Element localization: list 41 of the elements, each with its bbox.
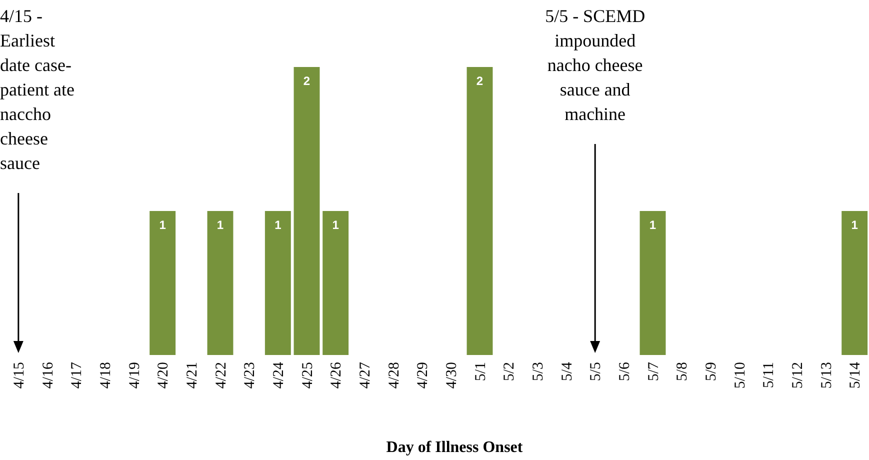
- x-tick-label: 5/7: [646, 362, 662, 382]
- ref-line-label: 5/5 - SCEMD impounded nacho cheese sauce and machine: [545, 6, 646, 124]
- x-tick-label: 4/27: [357, 362, 374, 389]
- x-tick-label: 4/21: [184, 362, 200, 389]
- x-tick-label: 4/23: [242, 362, 258, 389]
- x-tick-label: 4/28: [386, 362, 402, 389]
- x-tick-label: 5/12: [790, 362, 806, 389]
- x-axis-title: Day of Illness Onset: [386, 439, 524, 456]
- x-tick-label: 4/30: [444, 362, 460, 389]
- x-tick-label: 5/1: [472, 362, 489, 382]
- x-tick-label: 4/24: [270, 362, 287, 389]
- x-tick-label: 5/14: [848, 362, 864, 389]
- data-label: 1: [274, 218, 282, 232]
- x-tick-label: 4/16: [40, 362, 56, 389]
- x-tick-label: 5/6: [616, 362, 633, 382]
- data-label: 2: [476, 74, 484, 88]
- x-tick-label: 4/22: [213, 362, 230, 389]
- data-label: 1: [159, 218, 166, 232]
- x-tick-label: 5/5: [588, 362, 604, 382]
- x-tick-label: 5/10: [732, 362, 748, 389]
- x-tick-label: 4/29: [415, 362, 432, 389]
- x-tick-label: 4/19: [126, 362, 143, 389]
- x-tick-label: 4/26: [328, 362, 345, 389]
- data-label: 1: [649, 218, 656, 232]
- ref-line-label: 4/15 - Earliest date case- patient ate naccho cheese sauce: [0, 6, 74, 173]
- x-tick-label: 5/13: [818, 362, 835, 389]
- x-tick-label: 5/8: [674, 362, 691, 382]
- data-label: 2: [303, 74, 310, 88]
- x-tick-label: 5/4: [559, 362, 576, 382]
- x-tick-label: 5/9: [703, 362, 720, 382]
- x-tick-label: 5/11: [761, 362, 778, 388]
- x-tick-label: 5/3: [530, 362, 546, 382]
- x-tick-label: 5/2: [502, 362, 518, 382]
- data-label: 1: [851, 218, 858, 232]
- x-tick-label: 4/25: [300, 362, 316, 389]
- x-tick-label: 4/18: [98, 362, 114, 389]
- x-tick-label: 4/15: [11, 362, 28, 389]
- x-tick-label: 4/20: [156, 362, 172, 389]
- data-label: 1: [332, 218, 340, 232]
- data-label: 1: [216, 218, 224, 232]
- x-tick-label: 4/17: [69, 362, 86, 389]
